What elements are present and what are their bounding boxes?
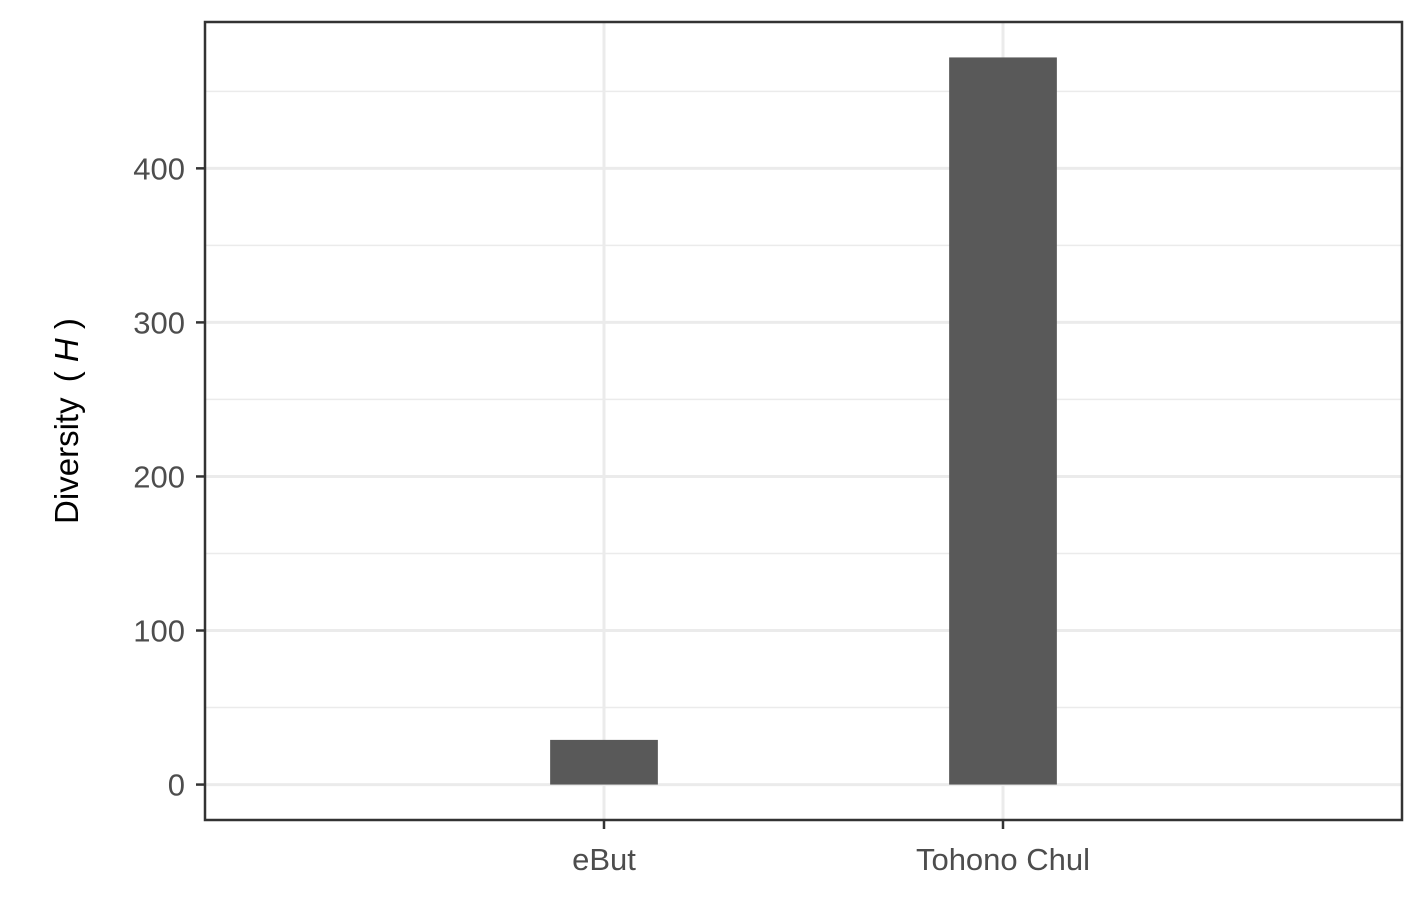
y-tick-label: 100: [133, 614, 185, 649]
y-axis-title-paren-close: ): [48, 318, 85, 329]
y-tick-label: 200: [133, 459, 185, 494]
x-tick-labels: eBut Tohono Chul: [572, 842, 1090, 877]
x-tick-label: eBut: [572, 842, 636, 877]
y-tick-label: 0: [168, 768, 185, 803]
y-axis-title-symbol: H: [48, 338, 85, 362]
bar-ebut: [550, 739, 658, 785]
y-axis-title-paren-open: (: [48, 371, 85, 382]
gridlines: [205, 22, 1402, 820]
y-axis-title-text: Diversity: [48, 397, 85, 524]
y-tick-label: 300: [133, 305, 185, 340]
y-tick-label: 400: [133, 151, 185, 186]
panel-border: [203, 20, 1404, 822]
y-tick-labels: 0 100 200 300 400: [133, 151, 185, 802]
x-tick-label: Tohono Chul: [916, 842, 1090, 877]
bar-tohono-chul: [949, 57, 1057, 785]
y-axis-title: Diversity ( H ): [48, 318, 85, 524]
bars: [550, 57, 1057, 785]
axis-ticks: [196, 167, 1005, 829]
panel-background: [205, 22, 1402, 820]
